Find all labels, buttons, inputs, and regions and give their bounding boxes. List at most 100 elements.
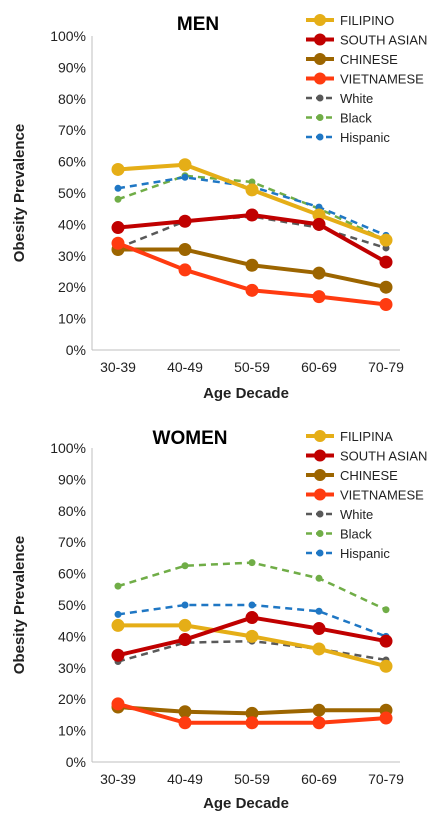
- data-point: [379, 233, 393, 247]
- data-point: [312, 290, 326, 304]
- data-point: [315, 574, 323, 582]
- y-tick-label: 80%: [58, 503, 86, 519]
- legend-marker: [314, 33, 326, 46]
- data-point: [382, 606, 390, 614]
- data-point: [245, 716, 259, 730]
- data-point: [111, 618, 125, 632]
- legend-label: Black: [340, 527, 372, 542]
- data-point: [178, 243, 192, 257]
- data-point: [379, 255, 393, 269]
- y-tick-label: 80%: [58, 91, 86, 107]
- data-point: [312, 716, 326, 730]
- legend-marker: [314, 430, 326, 442]
- data-point: [312, 208, 326, 222]
- legend-marker: [316, 530, 324, 537]
- legend-marker: [316, 114, 324, 121]
- legend-marker: [316, 549, 324, 557]
- y-tick-label: 100%: [50, 28, 86, 44]
- data-point: [114, 582, 122, 590]
- data-point: [248, 601, 256, 609]
- series-line: [116, 162, 388, 243]
- data-point: [181, 601, 189, 609]
- y-tick-label: 60%: [58, 154, 86, 170]
- y-tick-label: 40%: [58, 628, 86, 644]
- legend-marker: [314, 449, 326, 462]
- legend-label: White: [340, 507, 373, 522]
- y-tick-label: 40%: [58, 216, 86, 232]
- x-tick-label: 50-59: [234, 359, 270, 375]
- data-point: [379, 634, 393, 648]
- legend-marker: [316, 133, 324, 141]
- data-point: [312, 266, 326, 280]
- y-tick-label: 30%: [58, 248, 86, 264]
- legend-label: White: [340, 91, 373, 106]
- data-point: [245, 258, 259, 272]
- y-tick-label: 70%: [58, 534, 86, 550]
- y-tick-label: 70%: [58, 122, 86, 138]
- legend-label: VIETNAMESE: [340, 72, 424, 87]
- data-point: [245, 283, 259, 297]
- data-point: [379, 711, 393, 725]
- data-point: [245, 706, 259, 720]
- data-point: [178, 705, 192, 719]
- x-tick-label: 70-79: [368, 359, 404, 375]
- legend-marker: [316, 94, 324, 102]
- data-point: [111, 697, 125, 711]
- chart-title: WOMEN: [153, 428, 228, 449]
- legend-label: Hispanic: [340, 130, 390, 145]
- legend-marker: [314, 53, 326, 65]
- y-tick-label: 0%: [66, 754, 86, 770]
- data-point: [379, 659, 393, 673]
- x-axis-title: Age Decade: [203, 385, 289, 402]
- legend-label: VIETNAMESE: [340, 488, 424, 503]
- y-tick-label: 50%: [58, 185, 86, 201]
- data-point: [111, 221, 125, 235]
- data-point: [245, 208, 259, 222]
- data-point: [178, 716, 192, 730]
- x-tick-label: 60-69: [301, 359, 337, 375]
- data-point: [312, 622, 326, 636]
- data-point: [312, 217, 326, 231]
- data-point: [111, 162, 125, 176]
- y-tick-label: 0%: [66, 342, 86, 358]
- data-point: [114, 195, 122, 203]
- series-line: [117, 215, 387, 250]
- data-point: [312, 703, 326, 717]
- y-tick-label: 50%: [58, 597, 86, 613]
- legend-marker: [314, 469, 326, 481]
- data-point: [181, 562, 189, 570]
- data-point: [245, 611, 259, 625]
- y-tick-label: 20%: [58, 279, 86, 295]
- legend-label: FILIPINA: [340, 429, 393, 444]
- y-tick-label: 60%: [58, 566, 86, 582]
- legend-label: Hispanic: [340, 546, 390, 561]
- data-point: [379, 297, 393, 311]
- x-tick-label: 30-39: [100, 359, 136, 375]
- data-point: [178, 263, 192, 277]
- data-point: [114, 184, 122, 192]
- x-axis-title: Age Decade: [203, 795, 289, 812]
- legend-label: CHINESE: [340, 52, 398, 67]
- data-point: [114, 610, 122, 618]
- y-axis-title: Obesity Prevalence: [11, 536, 28, 674]
- y-tick-label: 90%: [58, 59, 86, 75]
- y-tick-label: 100%: [50, 440, 86, 456]
- y-tick-label: 10%: [58, 723, 86, 739]
- y-tick-label: 10%: [58, 311, 86, 327]
- x-tick-label: 60-69: [301, 771, 337, 787]
- data-point: [379, 280, 393, 294]
- legend-marker: [314, 14, 326, 26]
- x-tick-label: 70-79: [368, 771, 404, 787]
- data-point: [111, 648, 125, 662]
- y-tick-label: 30%: [58, 660, 86, 676]
- y-axis-title: Obesity Prevalence: [11, 124, 28, 262]
- data-point: [178, 158, 192, 172]
- data-point: [248, 559, 256, 567]
- data-point: [178, 618, 192, 632]
- x-tick-label: 50-59: [234, 771, 270, 787]
- data-point: [315, 607, 323, 615]
- chart-title: MEN: [177, 14, 219, 35]
- women-panel: 0% 10% 20% 30% 40% 50% 60% 70% 80% 90% 100% 30-39 40…: [11, 428, 427, 812]
- x-tick-label: 30-39: [100, 771, 136, 787]
